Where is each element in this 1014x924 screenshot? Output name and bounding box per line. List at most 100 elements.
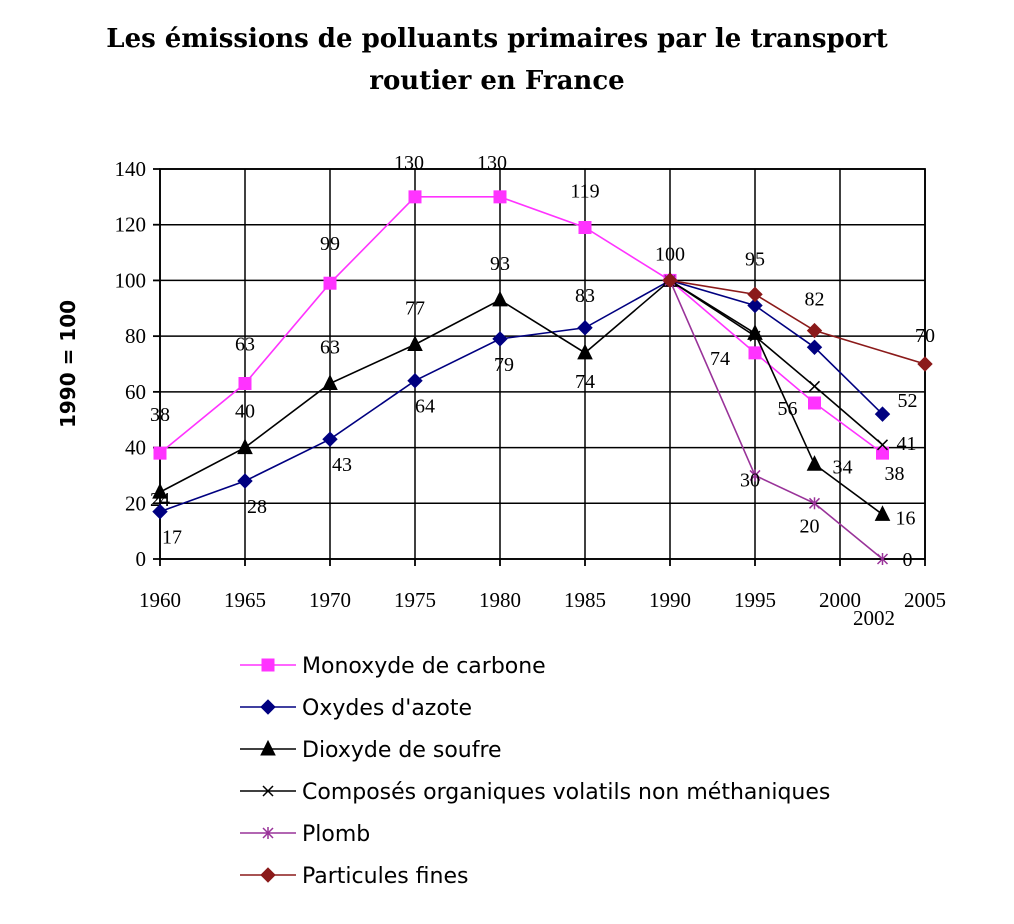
- data-point: [876, 439, 889, 451]
- legend-entry: Oxydes d'azote: [240, 696, 472, 721]
- data-point: [806, 322, 823, 339]
- data-point: [806, 455, 823, 471]
- data-label: 79: [494, 354, 514, 376]
- data-label: 30: [740, 469, 760, 491]
- x-tick-label: 1990: [649, 588, 691, 612]
- data-label: 100: [655, 243, 685, 265]
- x-tick-label-extra: 2002: [853, 606, 895, 630]
- data-point: [493, 190, 507, 204]
- data-label: 64: [415, 396, 435, 418]
- data-label: 82: [805, 289, 825, 311]
- data-label: 38: [885, 463, 905, 485]
- series-5: [662, 272, 933, 372]
- data-point: [237, 438, 253, 455]
- legend-label: Dioxyde de soufre: [302, 738, 502, 763]
- legend-label: Monoxyde de carbone: [302, 654, 546, 679]
- data-label: 70: [915, 325, 935, 347]
- series-line: [159, 196, 883, 454]
- series-3: [664, 274, 889, 451]
- data-label: 41: [897, 433, 917, 455]
- data-label: 0: [903, 549, 913, 571]
- data-label: 43: [332, 454, 352, 476]
- data-label: 40: [235, 401, 255, 423]
- legend-marker: [260, 699, 276, 715]
- data-point: [577, 320, 593, 336]
- legend-label: Plomb: [302, 822, 370, 847]
- legend-label: Composés organiques volatils non méthani…: [302, 780, 830, 805]
- series-2: [152, 271, 891, 521]
- legend-entry: Composés organiques volatils non méthani…: [240, 780, 830, 805]
- series-line: [669, 279, 884, 446]
- data-label: 17: [162, 527, 182, 549]
- data-point: [748, 346, 762, 360]
- data-point: [806, 339, 823, 355]
- data-point: [578, 221, 592, 234]
- data-point: [808, 497, 821, 510]
- x-tick-label: 1960: [139, 588, 181, 612]
- data-label: 83: [575, 285, 595, 307]
- data-label: 24: [150, 489, 170, 511]
- data-point: [322, 374, 338, 390]
- data-point: [808, 380, 821, 392]
- y-tick-label: 80: [125, 324, 146, 348]
- x-tick-label: 1970: [309, 588, 351, 612]
- data-point: [749, 330, 761, 342]
- legend-marker: [262, 785, 274, 797]
- data-label: 119: [570, 181, 599, 203]
- legend: Monoxyde de carbone Oxydes d'azote Dioxyde…: [240, 654, 830, 889]
- data-point: [874, 406, 891, 422]
- y-tick-label: 60: [125, 380, 146, 404]
- legend-label: Oxydes d'azote: [302, 696, 472, 721]
- data-label: 93: [490, 253, 510, 275]
- x-tick-label: 1985: [564, 588, 606, 612]
- data-point: [238, 377, 252, 390]
- data-label: 63: [320, 337, 340, 359]
- data-label: 74: [575, 371, 595, 393]
- x-tick-label: 1965: [224, 588, 266, 612]
- data-label: 16: [896, 507, 916, 529]
- legend-marker: [261, 658, 275, 672]
- data-point: [747, 286, 763, 303]
- legend-marker: [260, 739, 276, 756]
- data-label: 38: [150, 404, 170, 426]
- data-point: [152, 483, 168, 499]
- series-line: [669, 280, 884, 560]
- data-point: [322, 431, 338, 447]
- data-point: [492, 331, 508, 347]
- data-point: [577, 343, 593, 360]
- y-tick-label: 20: [125, 491, 146, 515]
- chart-title-line2: routier en France: [369, 66, 624, 96]
- legend-entry: Monoxyde de carbone: [240, 654, 546, 679]
- series-line: [159, 279, 883, 516]
- legend-entry: Particules fines: [240, 864, 468, 889]
- data-labels: 38 63 99 130 130 119 100 74 56 38 17 28 43 64 79 83 52 24…: [150, 152, 935, 571]
- x-tick-label: 1975: [394, 588, 436, 612]
- data-label: 99: [320, 233, 340, 255]
- data-label: 63: [235, 334, 255, 356]
- y-tick-label: 140: [115, 157, 147, 181]
- data-point: [237, 473, 253, 489]
- y-tick-label: 120: [115, 213, 147, 237]
- data-point: [874, 505, 891, 521]
- data-point: [153, 446, 167, 460]
- data-point: [876, 553, 889, 565]
- data-point: [492, 290, 508, 307]
- data-point: [408, 190, 422, 204]
- x-tick-label: 1980: [479, 588, 521, 612]
- x-tick-label: 1995: [734, 588, 776, 612]
- data-label: 28: [247, 496, 267, 518]
- data-point: [876, 446, 889, 460]
- series-1: [152, 272, 891, 520]
- chart-title-line1: Les émissions de polluants primaires par…: [106, 24, 887, 54]
- data-point: [917, 356, 933, 372]
- series-layer: [152, 190, 933, 565]
- legend-marker: [260, 867, 276, 883]
- legend-entry: Plomb: [240, 822, 370, 847]
- data-label: 130: [394, 152, 424, 174]
- data-label: 130: [477, 152, 507, 174]
- legend-entry: Dioxyde de soufre: [240, 738, 502, 763]
- series-line: [669, 279, 926, 365]
- data-point: [407, 373, 423, 389]
- data-point: [407, 335, 423, 351]
